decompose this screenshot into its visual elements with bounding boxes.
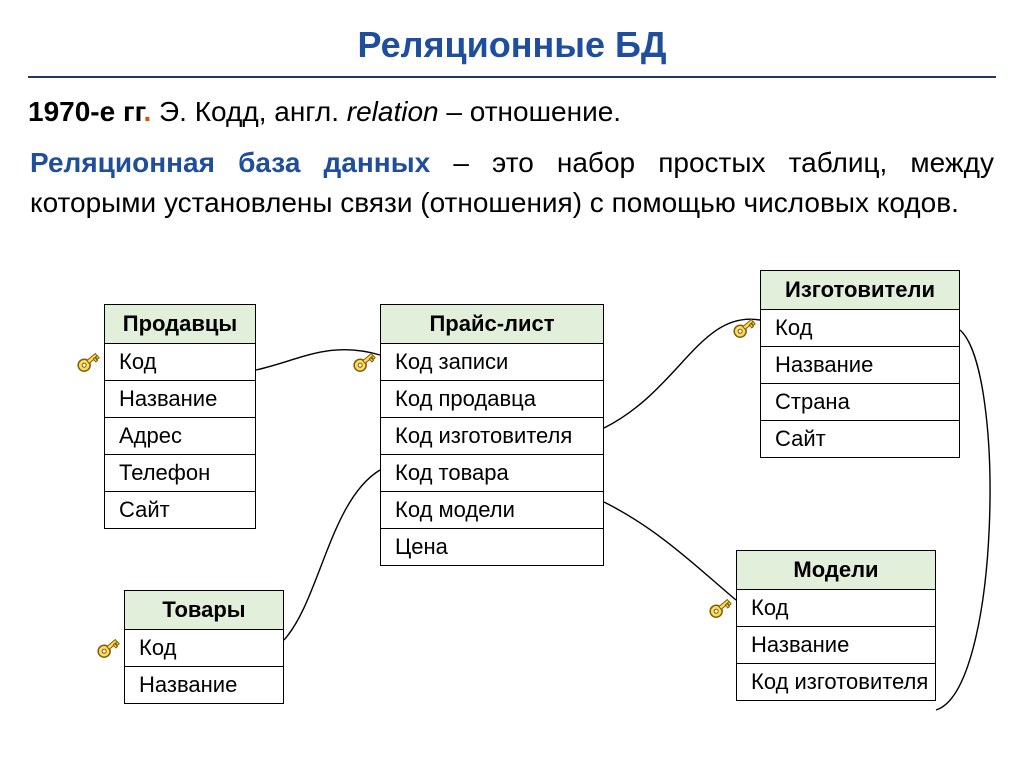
entity-row: Код изготовителя — [737, 664, 935, 700]
entity-row: Код продавца — [381, 381, 603, 418]
entity-pricelist: Прайс-лист Код записи Код продавцаКод из… — [380, 304, 604, 566]
entity-row: Название — [737, 627, 935, 664]
intro-line1: 1970-е гг. Э. Кодд, англ. relation – отн… — [28, 92, 996, 133]
entity-row: Код — [105, 344, 255, 381]
entity-row: Адрес — [105, 418, 255, 455]
connector — [284, 470, 380, 640]
entity-goods-header: Товары — [125, 591, 283, 630]
intro-end: – отношение. — [439, 96, 621, 127]
entity-sellers-header: Продавцы — [105, 305, 255, 344]
entity-row: Страна — [761, 384, 959, 421]
entity-row: Код товара — [381, 455, 603, 492]
key-icon — [75, 349, 101, 375]
definition-term: Реляционная база данных — [30, 147, 430, 178]
entity-row: Код — [761, 310, 959, 347]
key-icon — [707, 595, 733, 621]
intro-mid: Э. Кодд, англ. — [151, 96, 347, 127]
key-icon — [731, 315, 757, 341]
entity-sellers: Продавцы Код НазваниеАдресТелефонСайт — [104, 304, 256, 529]
entity-makers: Изготовители Код НазваниеСтранаСайт — [760, 270, 960, 458]
entity-row: Телефон — [105, 455, 255, 492]
er-diagram: Продавцы Код НазваниеАдресТелефонСайт Пр… — [0, 270, 1024, 770]
intro-block: 1970-е гг. Э. Кодд, англ. relation – отн… — [0, 92, 1024, 254]
entity-row: Название — [761, 347, 959, 384]
intro-year: 1970-е гг — [28, 96, 144, 127]
page-title: Реляционные БД — [0, 0, 1024, 76]
key-icon — [95, 635, 121, 661]
entity-models-header: Модели — [737, 551, 935, 590]
entity-row: Код — [125, 630, 283, 667]
entity-pricelist-header: Прайс-лист — [381, 305, 603, 344]
entity-row: Название — [105, 381, 255, 418]
entity-row: Сайт — [761, 421, 959, 457]
connector — [604, 502, 736, 600]
entity-row: Код изготовителя — [381, 418, 603, 455]
entity-models: Модели Код НазваниеКод изготовителя — [736, 550, 936, 701]
entity-row: Код модели — [381, 492, 603, 529]
entity-makers-header: Изготовители — [761, 271, 959, 310]
definition: Реляционная база данных – это набор прос… — [30, 143, 994, 224]
entity-goods: Товары Код Название — [124, 590, 284, 704]
entity-row: Цена — [381, 529, 603, 565]
key-icon — [351, 349, 377, 375]
entity-row: Код — [737, 590, 935, 627]
intro-italic: relation — [347, 96, 439, 127]
title-underline — [28, 76, 996, 78]
entity-row: Название — [125, 667, 283, 703]
entity-row: Код записи — [381, 344, 603, 381]
entity-row: Сайт — [105, 492, 255, 528]
